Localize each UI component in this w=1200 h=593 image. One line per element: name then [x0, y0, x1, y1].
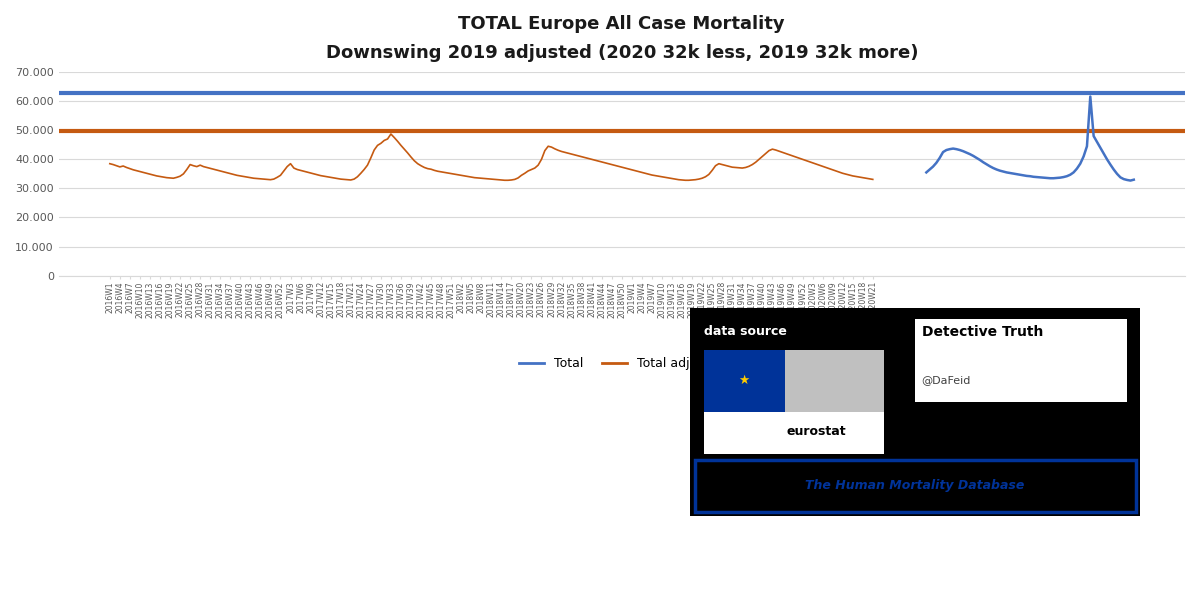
Title: TOTAL Europe All Case Mortality
Downswing 2019 adjusted (2020 32k less, 2019 32k: TOTAL Europe All Case Mortality Downswin… — [325, 15, 918, 62]
FancyBboxPatch shape — [703, 350, 785, 412]
Text: Detective Truth: Detective Truth — [922, 325, 1043, 339]
FancyBboxPatch shape — [703, 350, 883, 454]
Text: The Human Mortality Database: The Human Mortality Database — [805, 479, 1025, 492]
Text: ★: ★ — [738, 374, 750, 387]
FancyBboxPatch shape — [916, 319, 1127, 402]
Text: eurostat: eurostat — [787, 425, 846, 438]
FancyBboxPatch shape — [785, 350, 883, 412]
FancyBboxPatch shape — [695, 460, 1135, 512]
Text: data source: data source — [703, 325, 786, 338]
Legend: Total, Total adjusted: Total, Total adjusted — [514, 352, 730, 375]
Text: @DaFeid: @DaFeid — [922, 375, 971, 385]
